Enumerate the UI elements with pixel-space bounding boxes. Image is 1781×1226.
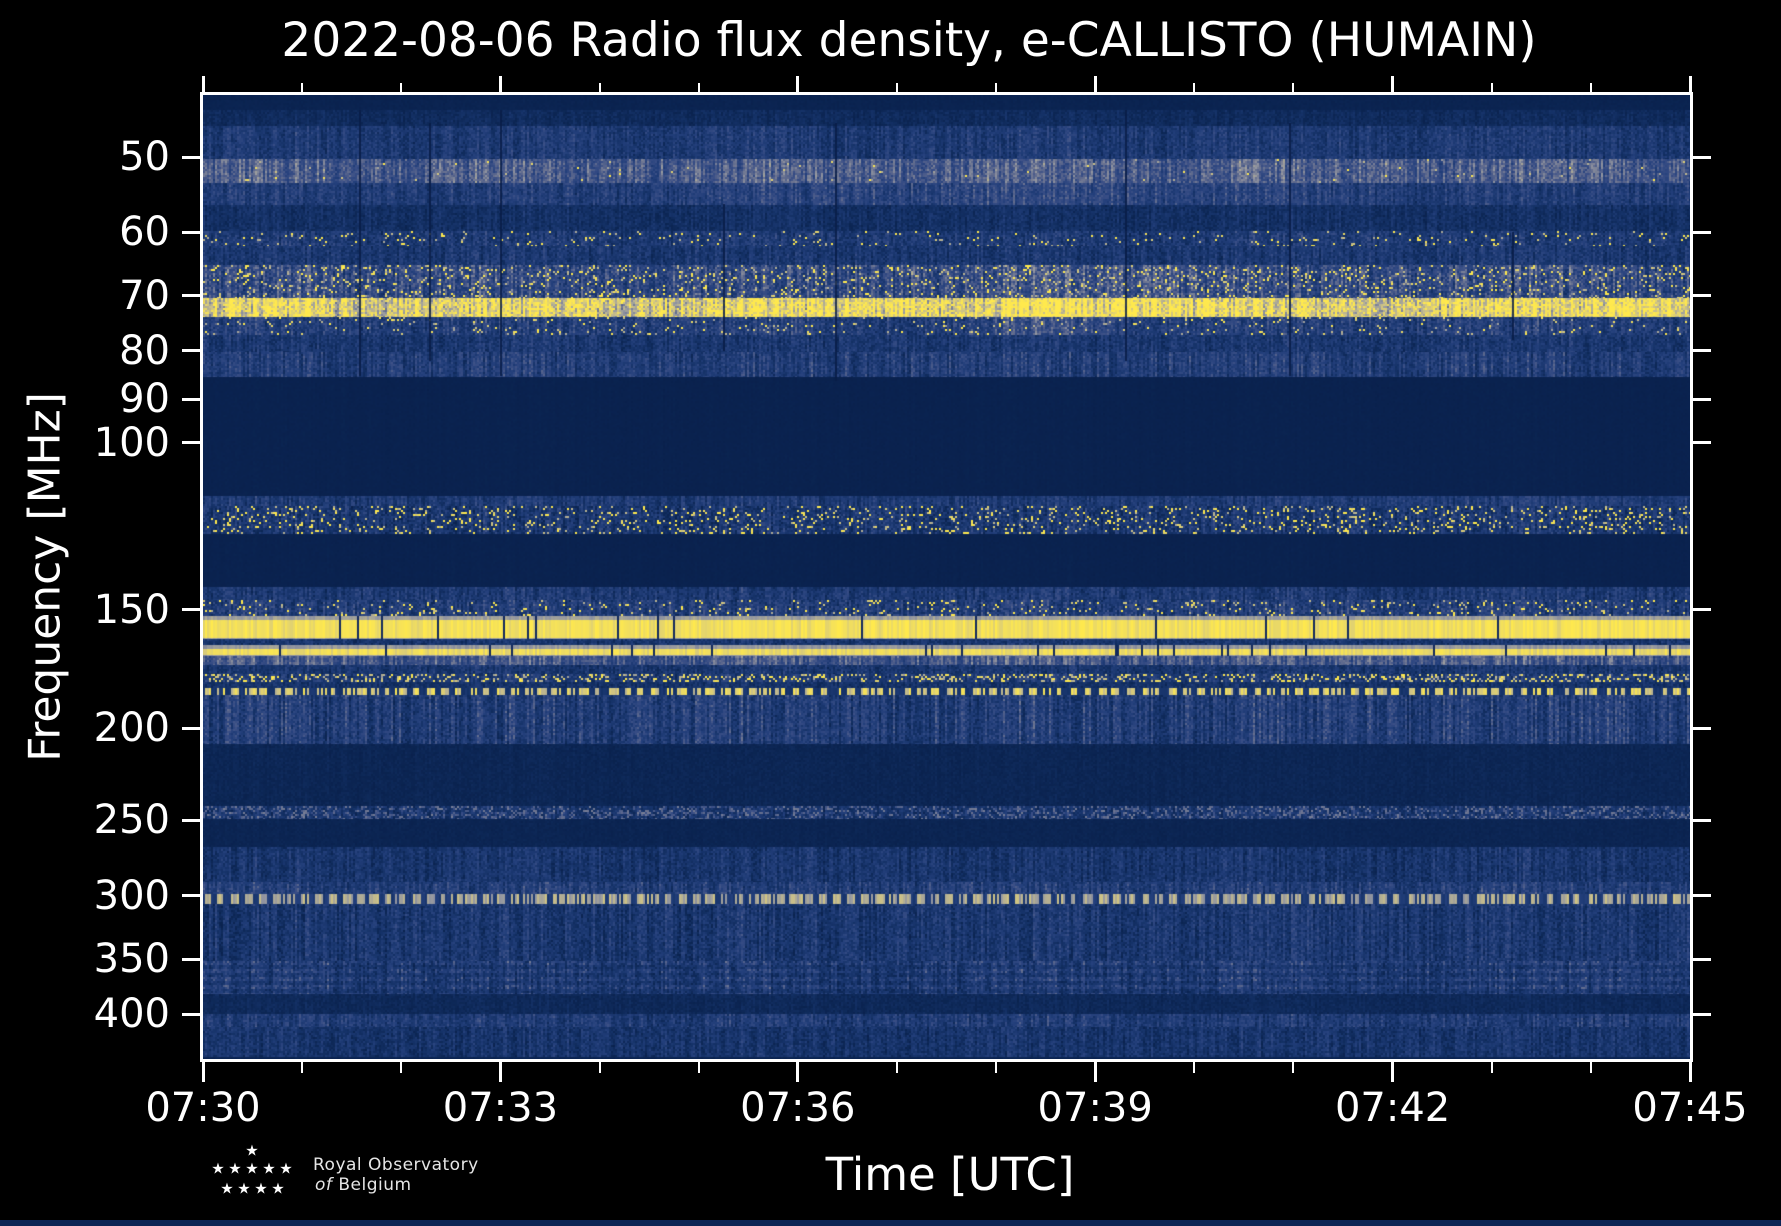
y-tick-label: 60 [119, 209, 170, 256]
axis-tick [1693, 441, 1711, 445]
axis-tick [1693, 608, 1711, 612]
bottom-edge-strip [0, 1220, 1781, 1226]
axis-tick [400, 83, 403, 92]
axis-tick [1693, 349, 1711, 353]
axis-tick [301, 1062, 304, 1073]
axis-tick [498, 1062, 502, 1082]
axis-tick [895, 83, 898, 92]
axis-tick [182, 726, 200, 730]
axis-tick [1693, 726, 1711, 730]
y-tick-label: 200 [93, 705, 170, 752]
axis-tick [182, 608, 200, 612]
rob-logo-text-line1: Royal Observatory [313, 1155, 479, 1175]
x-tick-label: 07:39 [1037, 1085, 1153, 1131]
axis-tick [182, 349, 200, 353]
star-icon: ★ [228, 1159, 242, 1178]
axis-tick [182, 1012, 200, 1016]
axis-tick [1688, 1062, 1692, 1082]
axis-tick [1693, 818, 1711, 822]
star-icon: ★ [245, 1159, 259, 1178]
axis-tick [598, 83, 601, 92]
spectrogram-canvas [203, 95, 1690, 1059]
axis-tick [1589, 83, 1592, 92]
axis-tick [1688, 76, 1692, 92]
axis-tick [598, 1062, 601, 1073]
y-tick-label: 90 [119, 376, 170, 423]
axis-tick [1292, 1062, 1295, 1073]
y-tick-label: 350 [93, 936, 170, 983]
axis-tick [182, 294, 200, 298]
axis-tick [182, 230, 200, 234]
plot-area [200, 92, 1693, 1062]
y-tick-label: 50 [119, 134, 170, 181]
axis-tick [796, 1062, 800, 1082]
rob-logo-belgium: Belgium [338, 1175, 412, 1195]
axis-tick [1193, 1062, 1196, 1073]
axis-tick [1693, 1012, 1711, 1016]
axis-tick [201, 1062, 205, 1082]
axis-tick [1693, 894, 1711, 898]
y-tick-label: 300 [93, 872, 170, 919]
axis-tick [1589, 1062, 1592, 1073]
x-tick-label: 07:30 [145, 1085, 261, 1131]
axis-tick [1391, 76, 1395, 92]
axis-tick [1292, 83, 1295, 92]
star-icon: ★ [237, 1179, 251, 1198]
star-icon: ★ [262, 1159, 276, 1178]
y-axis-label: Frequency [MHz] [19, 392, 71, 762]
rob-logo-text-line2: of Belgium [315, 1175, 412, 1195]
star-icon: ★ [220, 1179, 234, 1198]
axis-tick [1693, 957, 1711, 961]
star-icon: ★ [279, 1159, 293, 1178]
axis-tick [1490, 83, 1493, 92]
axis-tick [1093, 1062, 1097, 1082]
axis-tick [796, 76, 800, 92]
axis-tick [697, 83, 700, 92]
y-tick-label: 100 [93, 419, 170, 466]
axis-tick [1093, 76, 1097, 92]
y-tick-label: 250 [93, 797, 170, 844]
axis-tick [1391, 1062, 1395, 1082]
y-tick-label: 80 [119, 327, 170, 374]
axis-tick [995, 1062, 998, 1073]
axis-tick [498, 76, 502, 92]
x-axis-label: Time [UTC] [825, 1148, 1075, 1201]
star-icon: ★ [271, 1179, 285, 1198]
y-tick-label: 150 [93, 586, 170, 633]
rob-logo-of: of [315, 1175, 333, 1195]
axis-tick [895, 1062, 898, 1073]
axis-tick [995, 83, 998, 92]
y-tick-label: 400 [93, 991, 170, 1038]
axis-tick [182, 894, 200, 898]
axis-tick [182, 818, 200, 822]
axis-tick [697, 1062, 700, 1073]
axis-tick [301, 83, 304, 92]
star-icon: ★ [245, 1141, 259, 1160]
axis-tick [182, 957, 200, 961]
axis-tick [182, 397, 200, 401]
axis-tick [201, 76, 205, 92]
axis-tick [1193, 83, 1196, 92]
x-tick-label: 07:45 [1632, 1085, 1748, 1131]
chart-title: 2022-08-06 Radio flux density, e-CALLIST… [281, 13, 1537, 68]
axis-tick [400, 1062, 403, 1073]
axis-tick [182, 155, 200, 159]
axis-tick [1490, 1062, 1493, 1073]
axis-tick [1693, 294, 1711, 298]
axis-tick [1693, 230, 1711, 234]
y-tick-label: 70 [119, 272, 170, 319]
x-tick-label: 07:33 [442, 1085, 559, 1131]
star-icon: ★ [254, 1179, 268, 1198]
axis-tick [1693, 155, 1711, 159]
x-tick-label: 07:42 [1334, 1085, 1451, 1131]
axis-tick [182, 441, 200, 445]
axis-tick [1693, 397, 1711, 401]
star-icon: ★ [211, 1159, 225, 1178]
x-tick-label: 07:36 [740, 1085, 856, 1131]
